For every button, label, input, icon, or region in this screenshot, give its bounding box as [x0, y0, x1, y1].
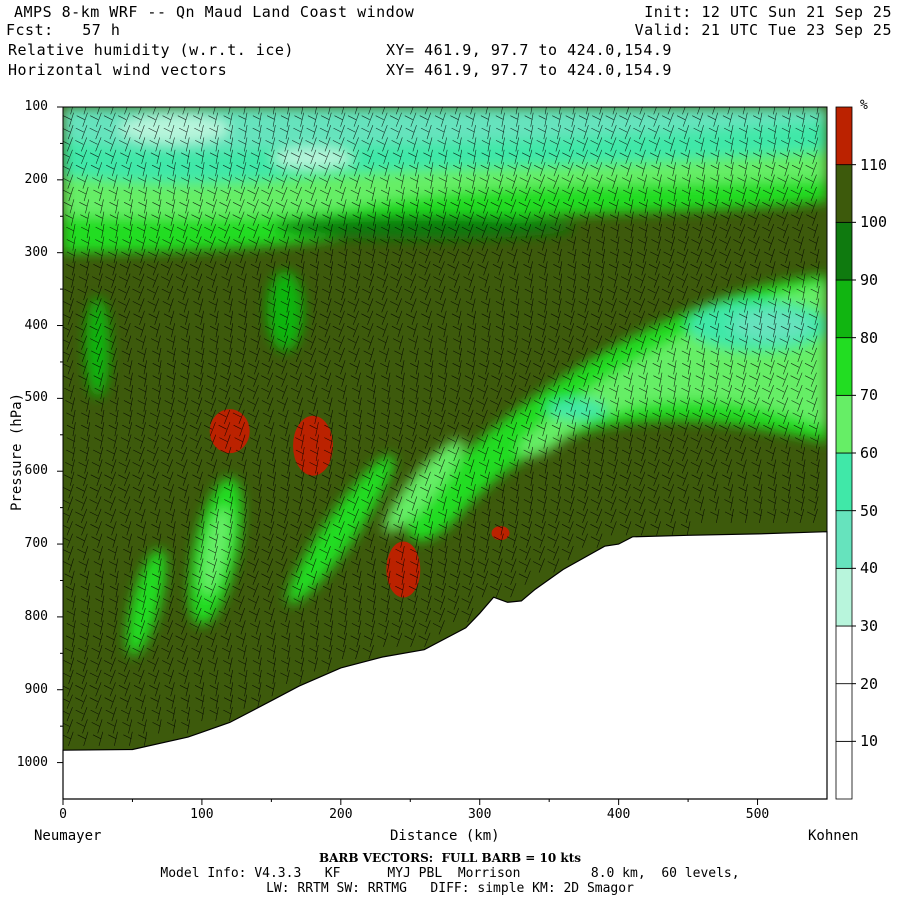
rh-max-cell [491, 526, 510, 541]
colorbar-label: 30 [860, 617, 879, 635]
plot-frame [62, 106, 828, 800]
y-tick-label: 900 [24, 681, 48, 697]
colorbar-label: 20 [860, 674, 879, 693]
rh-max-cell [209, 409, 250, 454]
x-tick-label: 200 [329, 807, 353, 822]
colorbar-swatch [835, 164, 853, 223]
rh-max-cell [293, 415, 334, 476]
colorbar-swatch [835, 106, 853, 166]
colorbar-swatch [835, 510, 853, 569]
valid-time: Valid: 21 UTC Tue 23 Sep 25 [634, 21, 892, 39]
y-tick-label: 300 [24, 244, 48, 260]
chart-title: AMPS 8-km WRF -- Qn Maud Land Coast wind… [14, 3, 415, 21]
x-axis-title: Distance (km) [390, 828, 500, 844]
rh-max-cell [386, 541, 421, 598]
colorbar-swatch [835, 567, 853, 627]
colorbar-label: 80 [860, 328, 879, 347]
colorbar-label: 50 [860, 501, 879, 520]
physics-info: LW: RRTM SW: RRTMG DIFF: simple KM: 2D S… [266, 881, 634, 896]
field-rh: Relative humidity (w.r.t. ice) [8, 41, 294, 59]
forecast-hour: Fcst: 57 h [6, 21, 121, 39]
y-tick-label: 200 [24, 171, 48, 187]
x-tick-label: 0 [59, 807, 67, 822]
init-time: Init: 12 UTC Sun 21 Sep 25 [644, 3, 892, 21]
rh-streak-4 [384, 438, 465, 533]
colorbar-swatch [835, 221, 853, 281]
x-tick-label: 500 [745, 807, 770, 822]
x-end-label: Kohnen [808, 828, 859, 844]
colorbar-swatch [835, 452, 853, 512]
rh-streak-1b [200, 507, 231, 596]
xy-range-2: XY= 461.9, 97.7 to 424.0,154.9 [386, 61, 672, 79]
x-tick-label: 300 [467, 807, 492, 822]
y-tick-label: 500 [24, 390, 48, 406]
rh-tongue-50 [731, 309, 812, 342]
x-start-label: Neumayer [34, 828, 102, 844]
model-info: Model Info: V4.3.3 KF MYJ PBL Morrison 8… [160, 866, 740, 881]
colorbar-label: 110 [860, 155, 888, 174]
rh-cell-dry-1 [119, 114, 230, 143]
colorbar-label: 100 [860, 213, 888, 232]
y-tick-label: 1000 [16, 754, 48, 770]
y-tick-label: 600 [24, 463, 48, 479]
colorbar-unit: % [860, 98, 868, 113]
x-tick-label: 400 [606, 807, 631, 822]
colorbar-swatch [835, 337, 853, 396]
rh-tongue-60b [546, 399, 607, 420]
y-tick-label: 800 [24, 608, 48, 624]
x-tick-label: 100 [190, 807, 214, 822]
y-tick-label: 400 [24, 317, 48, 333]
terrain-surface [62, 531, 828, 800]
colorbar-label: 60 [860, 444, 879, 462]
y-tick-label: 100 [24, 99, 48, 114]
field-wind: Horizontal wind vectors [8, 61, 228, 79]
colorbar-label: 70 [860, 386, 879, 405]
colorbar-swatch [835, 683, 853, 742]
y-axis-title: Pressure (hPa) [9, 392, 26, 512]
colorbar-label: 90 [860, 271, 879, 289]
colorbar-label: 40 [860, 559, 879, 578]
y-tick-label: 700 [24, 536, 48, 552]
colorbar-swatch [835, 740, 853, 800]
rh-band-250 [274, 215, 575, 240]
colorbar-swatch [835, 279, 853, 339]
xy-range-1: XY= 461.9, 97.7 to 424.0,154.9 [386, 41, 672, 59]
rh-cell-left [85, 297, 110, 398]
rh-cell-mid [267, 270, 304, 351]
rh-streak-3 [287, 455, 395, 604]
barb-legend: BARB VECTORS: FULL BARB = 10 kts [318, 851, 582, 865]
colorbar-label: 10 [860, 732, 879, 751]
colorbar-swatch [835, 394, 853, 454]
colorbar-swatch [835, 625, 853, 685]
